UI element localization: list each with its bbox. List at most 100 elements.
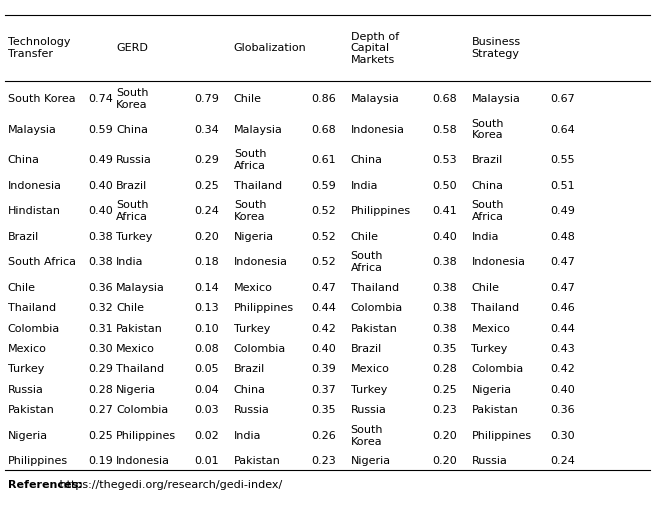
Text: 0.42: 0.42 (550, 365, 575, 375)
Text: 0.27: 0.27 (88, 405, 113, 415)
Text: Indonesia: Indonesia (116, 456, 170, 466)
Text: South
Africa: South Africa (234, 150, 266, 171)
Text: 0.51: 0.51 (550, 180, 575, 191)
Text: Brazil: Brazil (471, 155, 503, 165)
Text: Pakistan: Pakistan (351, 323, 398, 334)
Text: China: China (351, 155, 383, 165)
Text: 0.68: 0.68 (432, 94, 457, 104)
Text: Russia: Russia (471, 456, 507, 466)
Text: India: India (351, 180, 378, 191)
Text: Business
Strategy: Business Strategy (471, 38, 520, 59)
Text: 0.34: 0.34 (195, 125, 219, 134)
Text: 0.19: 0.19 (88, 456, 113, 466)
Text: Colombia: Colombia (351, 303, 403, 313)
Text: Philippines: Philippines (8, 456, 68, 466)
Text: 0.58: 0.58 (432, 125, 457, 134)
Text: Indonesia: Indonesia (351, 125, 405, 134)
Text: Russia: Russia (8, 385, 44, 395)
Text: 0.52: 0.52 (311, 206, 336, 216)
Text: 0.41: 0.41 (432, 206, 457, 216)
Text: 0.38: 0.38 (88, 257, 113, 267)
Text: Indonesia: Indonesia (471, 257, 526, 267)
Text: 0.38: 0.38 (432, 323, 457, 334)
Text: China: China (471, 180, 503, 191)
Text: https://thegedi.org/research/gedi-index/: https://thegedi.org/research/gedi-index/ (56, 480, 281, 490)
Text: 0.13: 0.13 (195, 303, 219, 313)
Text: South
Korea: South Korea (116, 88, 149, 110)
Text: South
Korea: South Korea (471, 119, 504, 140)
Text: 0.42: 0.42 (311, 323, 336, 334)
Text: 0.40: 0.40 (550, 385, 575, 395)
Text: 0.37: 0.37 (311, 385, 336, 395)
Text: Mexico: Mexico (116, 344, 155, 354)
Text: 0.24: 0.24 (195, 206, 219, 216)
Text: Thailand: Thailand (234, 180, 282, 191)
Text: 0.38: 0.38 (432, 257, 457, 267)
Text: 0.53: 0.53 (432, 155, 457, 165)
Text: South Korea: South Korea (8, 94, 76, 104)
Text: Turkey: Turkey (8, 365, 44, 375)
Text: 0.23: 0.23 (311, 456, 336, 466)
Text: GERD: GERD (116, 43, 148, 53)
Text: South Africa: South Africa (8, 257, 76, 267)
Text: 0.32: 0.32 (88, 303, 113, 313)
Text: 0.31: 0.31 (88, 323, 113, 334)
Text: Chile: Chile (471, 283, 500, 293)
Text: 0.67: 0.67 (550, 94, 575, 104)
Text: 0.30: 0.30 (550, 431, 575, 441)
Text: China: China (116, 125, 148, 134)
Text: 0.36: 0.36 (550, 405, 575, 415)
Text: South
Africa: South Africa (116, 200, 149, 222)
Text: Colombia: Colombia (471, 365, 524, 375)
Text: Brazil: Brazil (116, 180, 148, 191)
Text: 0.48: 0.48 (550, 232, 575, 242)
Text: Colombia: Colombia (116, 405, 168, 415)
Text: 0.40: 0.40 (311, 344, 336, 354)
Text: Chile: Chile (116, 303, 144, 313)
Text: 0.29: 0.29 (195, 155, 219, 165)
Text: Chile: Chile (8, 283, 36, 293)
Text: 0.08: 0.08 (195, 344, 219, 354)
Text: 0.64: 0.64 (550, 125, 575, 134)
Text: 0.49: 0.49 (88, 155, 113, 165)
Text: Malaysia: Malaysia (234, 125, 283, 134)
Text: 0.20: 0.20 (432, 456, 457, 466)
Text: Mexico: Mexico (351, 365, 390, 375)
Text: Mexico: Mexico (234, 283, 273, 293)
Text: Thailand: Thailand (8, 303, 56, 313)
Text: 0.40: 0.40 (88, 180, 113, 191)
Text: Philippines: Philippines (116, 431, 176, 441)
Text: Turkey: Turkey (351, 385, 387, 395)
Text: 0.36: 0.36 (88, 283, 113, 293)
Text: 0.52: 0.52 (311, 232, 336, 242)
Text: Malaysia: Malaysia (8, 125, 57, 134)
Text: 0.01: 0.01 (195, 456, 219, 466)
Text: 0.28: 0.28 (88, 385, 113, 395)
Text: 0.44: 0.44 (550, 323, 575, 334)
Text: 0.38: 0.38 (432, 283, 457, 293)
Text: 0.25: 0.25 (88, 431, 113, 441)
Text: Hindistan: Hindistan (8, 206, 61, 216)
Text: Pakistan: Pakistan (8, 405, 55, 415)
Text: Pakistan: Pakistan (234, 456, 281, 466)
Text: Brazil: Brazil (351, 344, 382, 354)
Text: 0.40: 0.40 (88, 206, 113, 216)
Text: 0.49: 0.49 (550, 206, 575, 216)
Text: 0.24: 0.24 (550, 456, 575, 466)
Text: Chile: Chile (234, 94, 262, 104)
Text: 0.47: 0.47 (311, 283, 336, 293)
Text: India: India (234, 431, 261, 441)
Text: Russia: Russia (116, 155, 152, 165)
Text: Malaysia: Malaysia (351, 94, 400, 104)
Text: 0.23: 0.23 (432, 405, 457, 415)
Text: 0.86: 0.86 (311, 94, 336, 104)
Text: 0.29: 0.29 (88, 365, 113, 375)
Text: 0.35: 0.35 (311, 405, 336, 415)
Text: Indonesia: Indonesia (234, 257, 288, 267)
Text: South
Africa: South Africa (471, 200, 504, 222)
Text: Colombia: Colombia (234, 344, 286, 354)
Text: 0.47: 0.47 (550, 257, 575, 267)
Text: 0.50: 0.50 (432, 180, 457, 191)
Text: Turkey: Turkey (471, 344, 508, 354)
Text: 0.20: 0.20 (432, 431, 457, 441)
